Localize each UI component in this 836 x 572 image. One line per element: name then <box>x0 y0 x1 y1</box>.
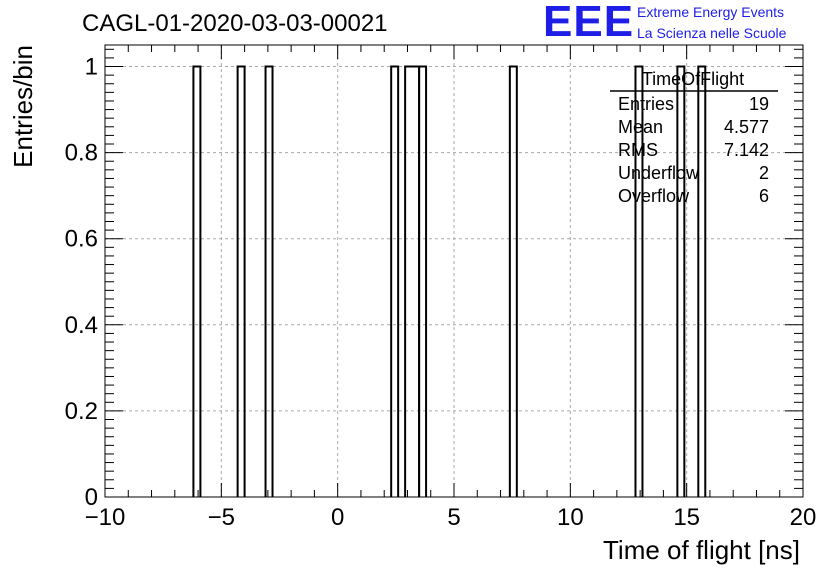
x-tick-label: −10 <box>85 504 126 531</box>
y-tick-label: 0 <box>85 484 98 511</box>
stats-row-label: RMS <box>618 140 658 160</box>
x-tick-label: 0 <box>331 504 344 531</box>
histogram-bin <box>676 65 686 497</box>
stats-row-value: 7.142 <box>724 140 769 160</box>
stats-row-value: 4.577 <box>724 117 769 137</box>
y-tick-label: 0.6 <box>65 226 98 253</box>
logo-line-1: Extreme Energy Events <box>637 4 785 20</box>
histogram-bin <box>236 65 246 497</box>
histogram-bin <box>390 65 400 497</box>
stats-row-label: Overflow <box>618 186 690 206</box>
stats-row-label: Underflow <box>618 163 700 183</box>
stats-row-label: Entries <box>618 94 674 114</box>
x-tick-label: −5 <box>208 504 235 531</box>
y-tick-label: 0.2 <box>65 398 98 425</box>
y-tick-label: 0.4 <box>65 312 98 339</box>
y-tick-label: 1 <box>85 54 98 81</box>
histogram-bin <box>418 65 428 497</box>
x-axis-label: Time of flight [ns] <box>603 535 800 565</box>
histogram-bin <box>192 65 202 497</box>
stats-row-value: 19 <box>749 94 769 114</box>
eee-logo: EEE <box>543 0 635 46</box>
chart-title: CAGL-01-2020-03-03-00021 <box>82 10 388 37</box>
histogram-bin <box>508 65 518 497</box>
y-tick-label: 0.8 <box>65 140 98 167</box>
logo-line-2: La Scienza nelle Scuole <box>637 25 787 41</box>
histogram-bin <box>264 65 274 497</box>
x-tick-label: 10 <box>557 504 584 531</box>
x-tick-label: 20 <box>790 504 817 531</box>
x-tick-label: 15 <box>673 504 700 531</box>
stats-row-label: Mean <box>618 117 663 137</box>
histogram-bin <box>697 65 707 497</box>
histogram-bin <box>634 65 644 497</box>
stats-row-value: 6 <box>759 186 769 206</box>
histogram-bin <box>404 65 421 497</box>
plot-frame <box>104 44 804 498</box>
y-axis-label: Entries/bin <box>8 45 38 168</box>
x-tick-label: 5 <box>447 504 460 531</box>
stats-box-title: TimeOfFlight <box>642 69 744 89</box>
stats-row-value: 2 <box>759 163 769 183</box>
